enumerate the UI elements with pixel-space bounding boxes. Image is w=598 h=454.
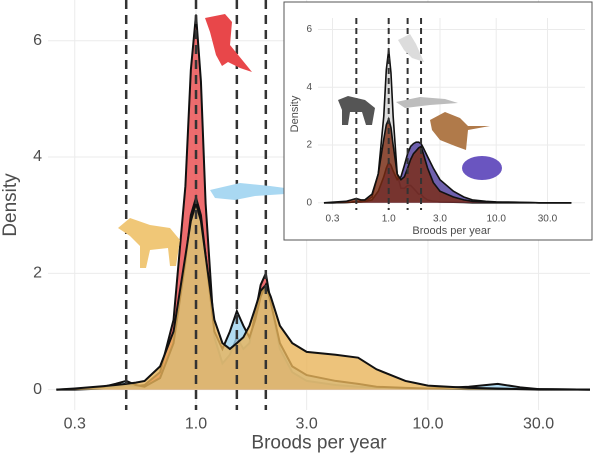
lizard-icon	[210, 183, 312, 200]
density-area	[56, 203, 590, 390]
y-tick-label: 0	[306, 197, 312, 208]
x-tick-label: 3.0	[433, 214, 447, 225]
silhouettes	[118, 14, 312, 268]
bird-icon	[398, 34, 424, 62]
lizard-icon	[396, 97, 458, 108]
y-tick-label: 4	[33, 148, 42, 165]
inset-panel: 0.3 1.0 3.0 10.0 30.0 0 2 4 6 Broods per year Dens…	[289, 18, 585, 237]
x-tick-label: 30.0	[523, 416, 554, 433]
x-tick-label: 10.0	[486, 214, 506, 225]
wolf-icon	[338, 96, 375, 125]
density-line	[56, 199, 591, 391]
y-tick-label: 2	[33, 265, 42, 282]
y-tick-label: 6	[33, 32, 42, 49]
y-axis-title: Density	[289, 95, 301, 132]
mammal-icon	[118, 218, 180, 268]
inset-silhouettes	[338, 34, 502, 180]
x-tick-label: 30.0	[538, 214, 558, 225]
x-axis-title: Broods per year	[251, 433, 387, 454]
x-tick-label: 3.0	[296, 416, 318, 433]
density-area	[323, 119, 572, 203]
x-tick-label: 0.3	[326, 214, 340, 225]
x-tick-label: 1.0	[382, 214, 396, 225]
x-axis-title: Broods per year	[412, 225, 491, 237]
y-tick-label: 0	[33, 381, 42, 398]
x-tick-label: 1.0	[185, 416, 207, 433]
y-tick-label: 6	[306, 24, 312, 35]
y-tick-label: 4	[306, 82, 312, 93]
bird-icon	[205, 14, 252, 72]
turtle-icon	[462, 156, 502, 180]
kangaroo-icon	[430, 112, 490, 150]
x-tick-label: 0.3	[64, 416, 86, 433]
y-tick-label: 2	[306, 140, 312, 151]
y-axis-title: Density	[0, 173, 21, 237]
density-line	[323, 116, 572, 204]
x-tick-label: 10.0	[412, 416, 443, 433]
